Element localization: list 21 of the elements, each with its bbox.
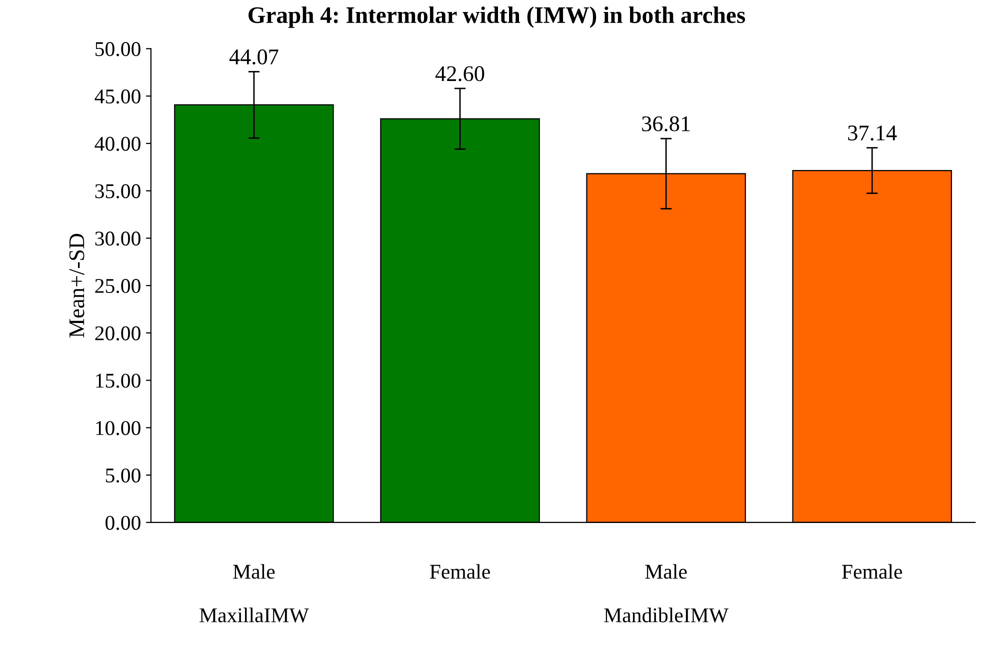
y-tick-label: 20.00	[95, 326, 140, 340]
y-tick-label: 50.00	[96, 42, 140, 56]
y-tick-label: 40.00	[94, 136, 140, 151]
data-label: 44.07	[229, 49, 278, 65]
y-tick-label: 0.00	[106, 516, 140, 530]
x-tick-label: Female	[842, 564, 902, 579]
y-tick-label: 35.00	[95, 184, 140, 198]
data-label: 36.81	[642, 116, 690, 132]
y-axis-title: Mean+/-SD	[69, 234, 84, 338]
y-tick-label: 45.00	[94, 89, 140, 104]
y-tick-label: 25.00	[95, 278, 140, 294]
data-label: 42.60	[435, 66, 484, 82]
y-tick-label: 15.00	[96, 374, 140, 388]
x-tick-label: Female	[430, 564, 490, 579]
category-label: Male MandibleIMW	[604, 564, 728, 622]
y-tick-label: 10.00	[96, 421, 140, 436]
chart-title: Graph 4: Intermolar width (IMW) in both arches	[248, 6, 746, 28]
y-tick-label: 30.00	[95, 232, 140, 246]
data-label: 37.14	[848, 126, 897, 141]
y-tick-label: 5.00	[106, 468, 140, 483]
category-label: Male MaxillaIMW	[200, 564, 309, 622]
